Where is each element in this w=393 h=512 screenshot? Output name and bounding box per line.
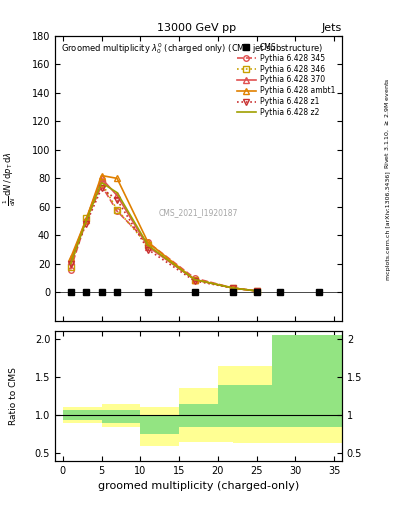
Bar bbox=[218, 366, 233, 442]
Y-axis label: $\frac{1}{\mathrm{d}N}\,\mathrm{d}N\,/\,\mathrm{d}p_\mathrm{T}\,\mathrm{d}\lambd: $\frac{1}{\mathrm{d}N}\,\mathrm{d}N\,/\,… bbox=[1, 151, 18, 206]
Pythia 6.428 z2 bbox=[84, 218, 88, 224]
Pythia 6.428 346 bbox=[231, 285, 236, 291]
Pythia 6.428 346 bbox=[192, 276, 197, 283]
Pythia 6.428 370 bbox=[84, 217, 88, 223]
Pythia 6.428 ambt1 bbox=[254, 288, 259, 294]
Bar bbox=[63, 408, 101, 423]
Bar bbox=[101, 410, 140, 423]
Pythia 6.428 346 bbox=[84, 215, 88, 221]
Pythia 6.428 346 bbox=[115, 207, 119, 213]
CMS bbox=[146, 289, 151, 295]
CMS bbox=[231, 289, 236, 295]
CMS bbox=[277, 289, 282, 295]
Bar bbox=[63, 410, 101, 420]
Pythia 6.428 345 bbox=[84, 218, 88, 224]
Bar bbox=[218, 385, 233, 426]
Pythia 6.428 z1 bbox=[115, 197, 119, 203]
Pythia 6.428 345 bbox=[99, 182, 104, 188]
Pythia 6.428 346 bbox=[68, 264, 73, 270]
Legend: CMS, Pythia 6.428 345, Pythia 6.428 346, Pythia 6.428 370, Pythia 6.428 ambt1, P: CMS, Pythia 6.428 345, Pythia 6.428 346,… bbox=[234, 39, 338, 120]
Pythia 6.428 z2 bbox=[231, 285, 236, 291]
Pythia 6.428 345 bbox=[68, 267, 73, 273]
Line: Pythia 6.428 346: Pythia 6.428 346 bbox=[68, 180, 259, 294]
Pythia 6.428 345 bbox=[192, 275, 197, 281]
CMS bbox=[68, 289, 73, 295]
Pythia 6.428 345 bbox=[254, 288, 259, 294]
Pythia 6.428 345 bbox=[231, 285, 236, 291]
Pythia 6.428 ambt1 bbox=[99, 173, 104, 179]
Text: Rivet 3.1.10, $\geq$ 2.9M events: Rivet 3.1.10, $\geq$ 2.9M events bbox=[384, 77, 391, 168]
CMS bbox=[254, 289, 259, 295]
Bar bbox=[179, 389, 218, 442]
Text: 13000 GeV pp: 13000 GeV pp bbox=[157, 23, 236, 33]
Line: Pythia 6.428 370: Pythia 6.428 370 bbox=[68, 176, 259, 294]
Pythia 6.428 z1 bbox=[146, 247, 151, 253]
Bar bbox=[272, 335, 342, 443]
Pythia 6.428 346 bbox=[99, 180, 104, 186]
Pythia 6.428 z1 bbox=[68, 261, 73, 267]
Bar bbox=[272, 335, 342, 426]
Text: Jets: Jets bbox=[321, 23, 342, 33]
CMS bbox=[84, 289, 88, 295]
Pythia 6.428 ambt1 bbox=[84, 217, 88, 223]
Bar bbox=[233, 366, 272, 443]
Line: CMS: CMS bbox=[68, 290, 321, 295]
Pythia 6.428 345 bbox=[115, 208, 119, 214]
Bar bbox=[179, 403, 218, 426]
Pythia 6.428 ambt1 bbox=[231, 285, 236, 291]
Pythia 6.428 370 bbox=[254, 288, 259, 294]
Text: mcplots.cern.ch [arXiv:1306.3436]: mcplots.cern.ch [arXiv:1306.3436] bbox=[386, 171, 391, 280]
Line: Pythia 6.428 ambt1: Pythia 6.428 ambt1 bbox=[68, 173, 259, 294]
Bar bbox=[140, 415, 179, 434]
Pythia 6.428 370 bbox=[68, 258, 73, 264]
Line: Pythia 6.428 345: Pythia 6.428 345 bbox=[68, 183, 259, 294]
CMS bbox=[316, 289, 321, 295]
Pythia 6.428 346 bbox=[254, 288, 259, 294]
Pythia 6.428 z2 bbox=[99, 180, 104, 186]
Pythia 6.428 ambt1 bbox=[192, 276, 197, 283]
Pythia 6.428 ambt1 bbox=[146, 240, 151, 246]
Line: Pythia 6.428 z1: Pythia 6.428 z1 bbox=[68, 185, 259, 294]
Line: Pythia 6.428 z2: Pythia 6.428 z2 bbox=[70, 183, 257, 291]
Pythia 6.428 z2 bbox=[192, 276, 197, 283]
Bar bbox=[140, 408, 179, 445]
Pythia 6.428 z1 bbox=[254, 288, 259, 294]
Pythia 6.428 345 bbox=[146, 240, 151, 246]
Pythia 6.428 z2 bbox=[146, 242, 151, 248]
Text: CMS_2021_I1920187: CMS_2021_I1920187 bbox=[159, 208, 238, 217]
Pythia 6.428 z1 bbox=[84, 221, 88, 227]
Pythia 6.428 370 bbox=[231, 285, 236, 291]
Pythia 6.428 z1 bbox=[192, 278, 197, 284]
Bar bbox=[101, 403, 140, 426]
Pythia 6.428 ambt1 bbox=[68, 255, 73, 261]
Y-axis label: Ratio to CMS: Ratio to CMS bbox=[9, 367, 18, 425]
X-axis label: groomed multiplicity (charged-only): groomed multiplicity (charged-only) bbox=[98, 481, 299, 491]
Pythia 6.428 z2 bbox=[254, 288, 259, 294]
CMS bbox=[192, 289, 197, 295]
Pythia 6.428 346 bbox=[146, 242, 151, 248]
Pythia 6.428 z2 bbox=[115, 189, 119, 196]
CMS bbox=[115, 289, 119, 295]
Pythia 6.428 z1 bbox=[231, 285, 236, 291]
Pythia 6.428 370 bbox=[146, 244, 151, 250]
Bar bbox=[233, 385, 272, 426]
Pythia 6.428 370 bbox=[115, 193, 119, 199]
Pythia 6.428 z1 bbox=[99, 185, 104, 191]
CMS bbox=[99, 289, 104, 295]
Pythia 6.428 370 bbox=[99, 175, 104, 181]
Pythia 6.428 ambt1 bbox=[115, 175, 119, 181]
Pythia 6.428 370 bbox=[192, 276, 197, 283]
Pythia 6.428 z2 bbox=[68, 261, 73, 267]
Text: Groomed multiplicity $\lambda_0^0$ (charged only) (CMS jet substructure): Groomed multiplicity $\lambda_0^0$ (char… bbox=[61, 41, 323, 56]
